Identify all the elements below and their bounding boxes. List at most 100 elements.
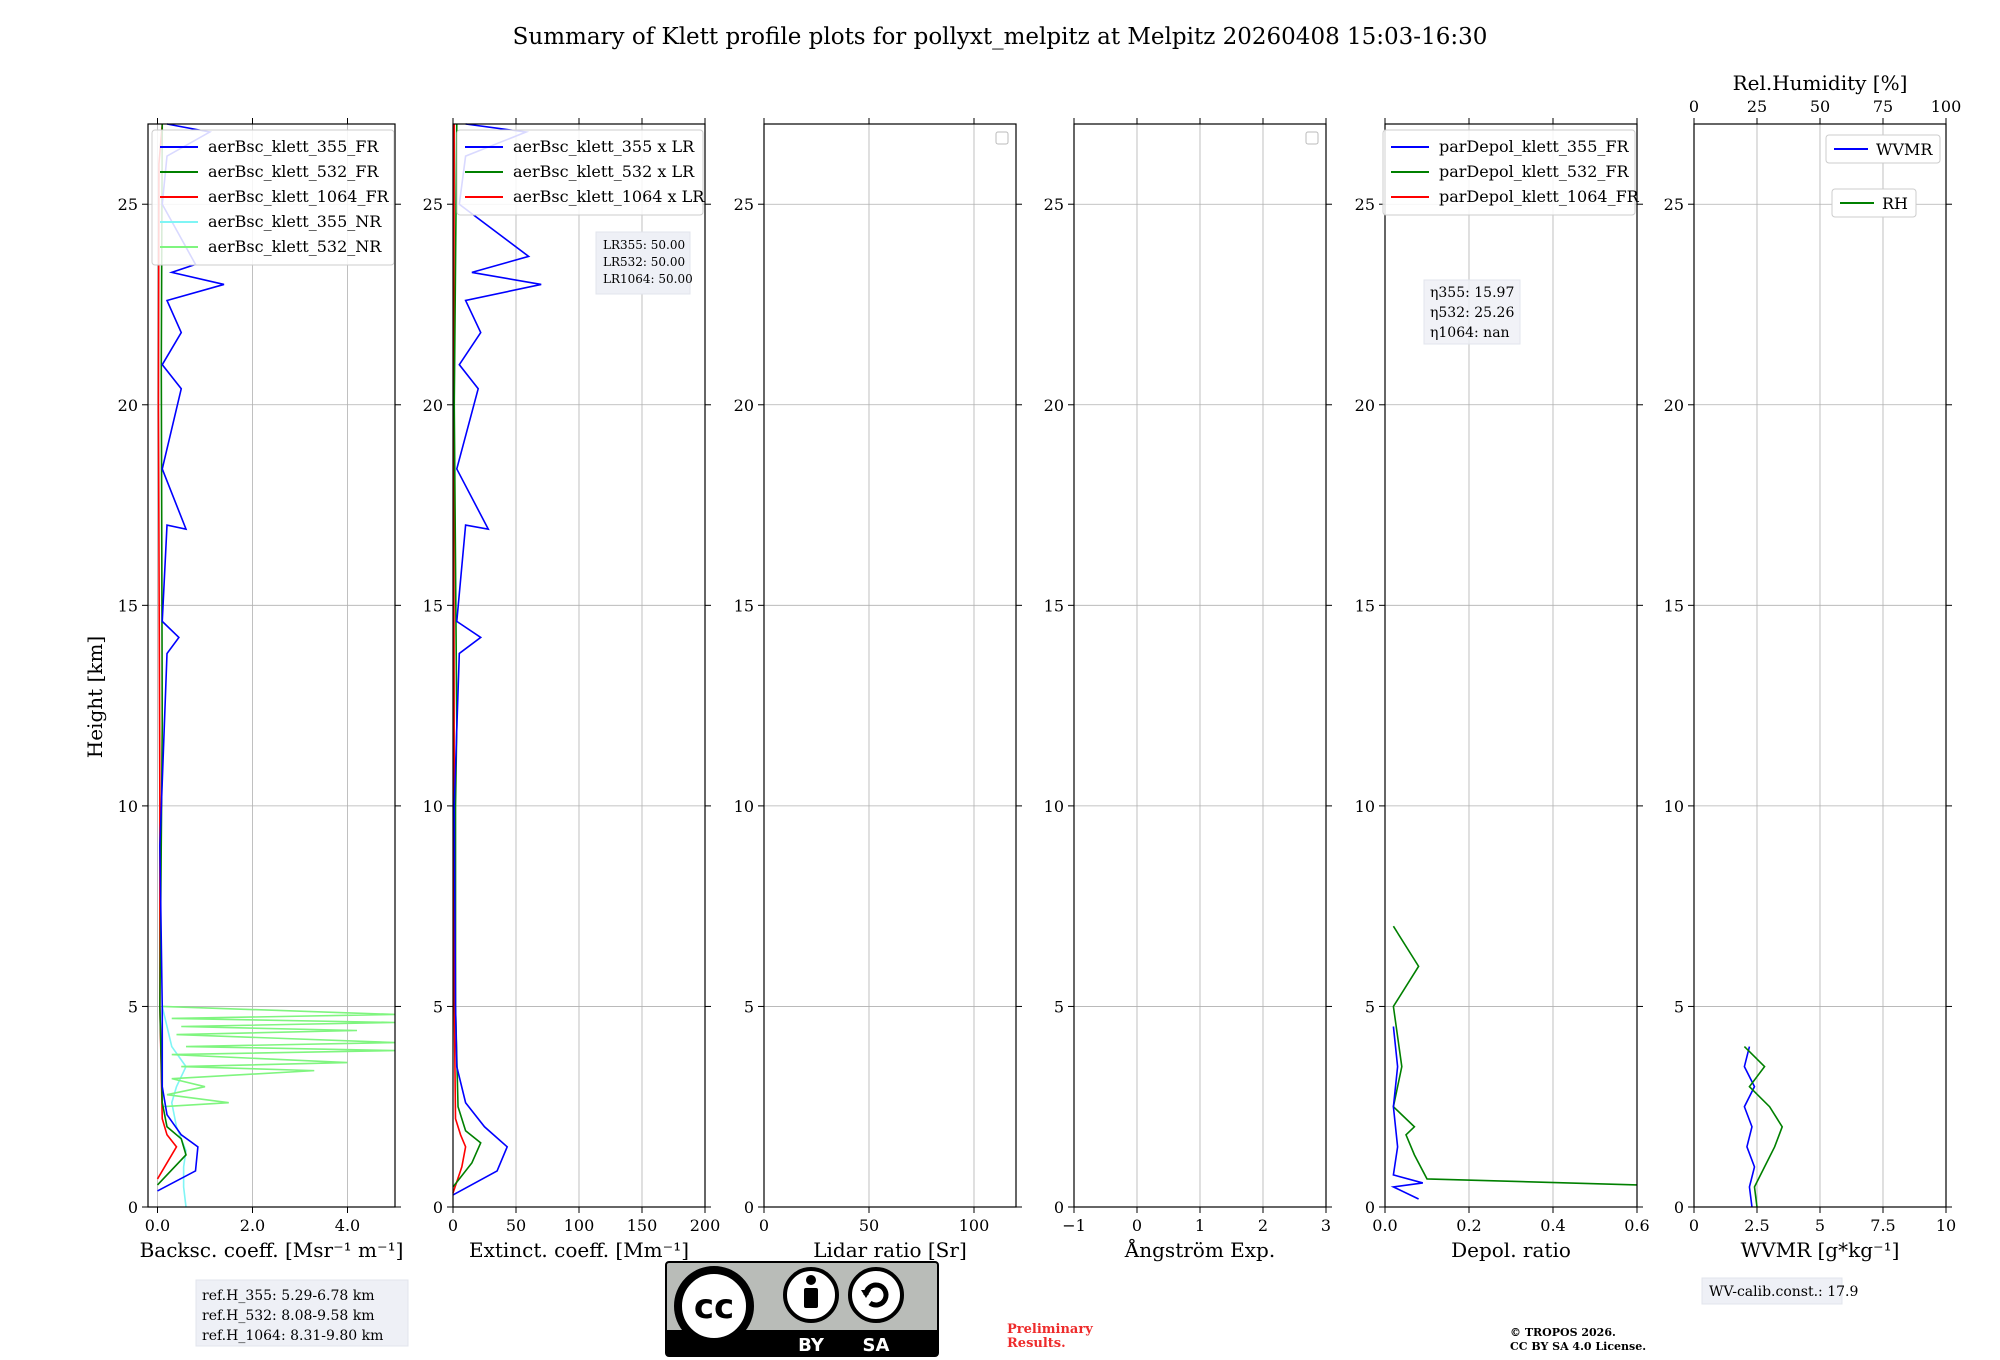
- wv-calib-const: WV-calib.const.: 17.9: [1709, 1284, 1858, 1300]
- legend-label: aerBsc_klett_355_NR: [208, 212, 382, 231]
- eta-1064: η1064: nan: [1430, 325, 1510, 341]
- results-label: Results.: [1007, 1336, 1066, 1351]
- legend-label: aerBsc_klett_1064_FR: [208, 187, 390, 206]
- y-tick-label: 25: [734, 195, 754, 214]
- x-tick-label: 10: [1936, 1216, 1956, 1235]
- x-tick-label: 3: [1321, 1216, 1331, 1235]
- y-tick-label: 15: [1664, 596, 1684, 615]
- legend-label: aerBsc_klett_355 x LR: [513, 137, 695, 156]
- legend-label: parDepol_klett_355_FR: [1439, 137, 1630, 156]
- copyright-line-1: © TROPOS 2026.: [1510, 1326, 1616, 1339]
- legend-box: [1382, 129, 1636, 216]
- y-tick-label: 0: [744, 1198, 754, 1217]
- y-tick-label: 10: [423, 797, 443, 816]
- x-tick-label: 50: [859, 1216, 879, 1235]
- x-tick-label: 0: [1132, 1216, 1142, 1235]
- empty-legend-box: [995, 131, 1009, 145]
- lr-532: LR532: 50.00: [603, 255, 685, 269]
- x-tick-label: 1: [1195, 1216, 1205, 1235]
- cc-by-sa-logo: cc BY SA: [665, 1261, 939, 1357]
- ref-height-532: ref.H_532: 8.08-9.58 km: [202, 1308, 375, 1324]
- cc-sa-label: SA: [863, 1335, 890, 1356]
- y-tick-label: 0: [128, 1198, 138, 1217]
- lr-1064: LR1064: 50.00: [603, 272, 693, 286]
- legend-label: parDepol_klett_1064_FR: [1439, 187, 1640, 206]
- x-tick-label: 2: [1258, 1216, 1268, 1235]
- cc-text: cc: [694, 1287, 734, 1327]
- preliminary-label: Preliminary: [1007, 1322, 1093, 1337]
- legend-label: aerBsc_klett_355_FR: [208, 137, 379, 156]
- y-tick-label: 25: [1664, 195, 1684, 214]
- y-tick-label: 10: [1355, 797, 1375, 816]
- y-tick-label: 20: [734, 396, 754, 415]
- x-tick-label: 150: [627, 1216, 658, 1235]
- y-tick-label: 0: [1674, 1198, 1684, 1217]
- series-RH: [1743, 1045, 1784, 1208]
- legend-label: parDepol_klett_532_FR: [1439, 162, 1630, 181]
- x-tick-label: 2.0: [240, 1216, 265, 1235]
- top-tick-label: 75: [1873, 97, 1893, 116]
- copyright-line-2: CC BY SA 4.0 License.: [1510, 1340, 1646, 1353]
- x-tick-label: 0: [759, 1216, 769, 1235]
- y-tick-label: 0: [433, 1198, 443, 1217]
- x-tick-label: 100: [564, 1216, 595, 1235]
- y-tick-label: 20: [118, 396, 138, 415]
- legend-label: WVMR: [1876, 140, 1933, 159]
- figure-title: Summary of Klett profile plots for polly…: [513, 24, 1488, 50]
- ref-height-1064: ref.H_1064: 8.31-9.80 km: [202, 1328, 383, 1344]
- x-tick-label: 0.6: [1624, 1216, 1649, 1235]
- y-tick-label: 5: [1054, 997, 1064, 1016]
- y-tick-label: 10: [1044, 797, 1064, 816]
- plot-frame: [147, 123, 396, 1208]
- series-aerBsc_klett_532_FR: [156, 123, 187, 1186]
- y-tick-label: 10: [118, 797, 138, 816]
- y-tick-label: 5: [1674, 997, 1684, 1016]
- legend-label: RH: [1882, 194, 1908, 213]
- x-tick-label: 100: [959, 1216, 990, 1235]
- x-tick-label: 50: [506, 1216, 526, 1235]
- top-axis-label: Rel.Humidity [%]: [1733, 71, 1908, 95]
- y-tick-label: 20: [1044, 396, 1064, 415]
- plot-frame: [763, 123, 1017, 1208]
- wv-calib-note: WV-calib.const.: 17.9: [1701, 1277, 1858, 1305]
- eta-532: η532: 25.26: [1430, 305, 1514, 321]
- x-axis-label: Ångström Exp.: [1124, 1237, 1275, 1262]
- top-tick-label: 0: [1689, 97, 1699, 116]
- share-alike-icon: [848, 1267, 904, 1323]
- y-tick-label: 25: [423, 195, 443, 214]
- x-tick-label: −1: [1062, 1216, 1086, 1235]
- y-tick-label: 25: [1355, 195, 1375, 214]
- x-axis-label: Lidar ratio [Sr]: [813, 1238, 967, 1262]
- legend-label: aerBsc_klett_532_FR: [208, 162, 379, 181]
- x-axis-label: Extinct. coeff. [Mm⁻¹]: [469, 1238, 689, 1262]
- x-axis-label: WVMR [g*kg⁻¹]: [1741, 1238, 1900, 1262]
- y-tick-label: 15: [118, 596, 138, 615]
- cc-by-label: BY: [798, 1335, 825, 1356]
- legend-label: aerBsc_klett_1064 x LR: [513, 187, 705, 206]
- empty-legend-box: [1305, 131, 1319, 145]
- y-tick-label: 5: [744, 997, 754, 1016]
- series-aerBsc_klett_1064 x LR: [452, 123, 467, 1194]
- x-tick-label: 0.4: [1540, 1216, 1565, 1235]
- y-tick-label: 15: [734, 596, 754, 615]
- panel-depol: 0.0 0.2 0.4 0.6 0 5 10 15 20 25 Depol. ratio parDep…: [1355, 118, 1650, 1262]
- panel-bsc: 0.0 2.0 4.0 0 5 10 15 20 25 Backsc. coeff. [Msr⁻¹…: [118, 118, 404, 1262]
- eta-355: η355: 15.97: [1430, 285, 1514, 301]
- y-tick-label: 0: [1365, 1198, 1375, 1217]
- cc-circle-icon: [674, 1266, 754, 1346]
- x-tick-label: 0: [1689, 1216, 1699, 1235]
- y-tick-label: 25: [118, 195, 138, 214]
- y-tick-label: 15: [1044, 596, 1064, 615]
- y-tick-label: 5: [433, 997, 443, 1016]
- panel-ext: 0 50 100 150 200 0 5 10 15 20 25 Extinct. coeff. [M…: [423, 118, 720, 1262]
- panel-lr: 0 50 100 0 5 10 15 20 25 Lidar ratio [Sr]: [734, 118, 1022, 1262]
- top-tick-label: 25: [1747, 97, 1767, 116]
- plot-frame: [1384, 123, 1638, 1208]
- y-tick-label: 0: [1054, 1198, 1064, 1217]
- x-axis-label: Backsc. coeff. [Msr⁻¹ m⁻¹]: [140, 1238, 404, 1262]
- y-tick-label: 15: [1355, 596, 1375, 615]
